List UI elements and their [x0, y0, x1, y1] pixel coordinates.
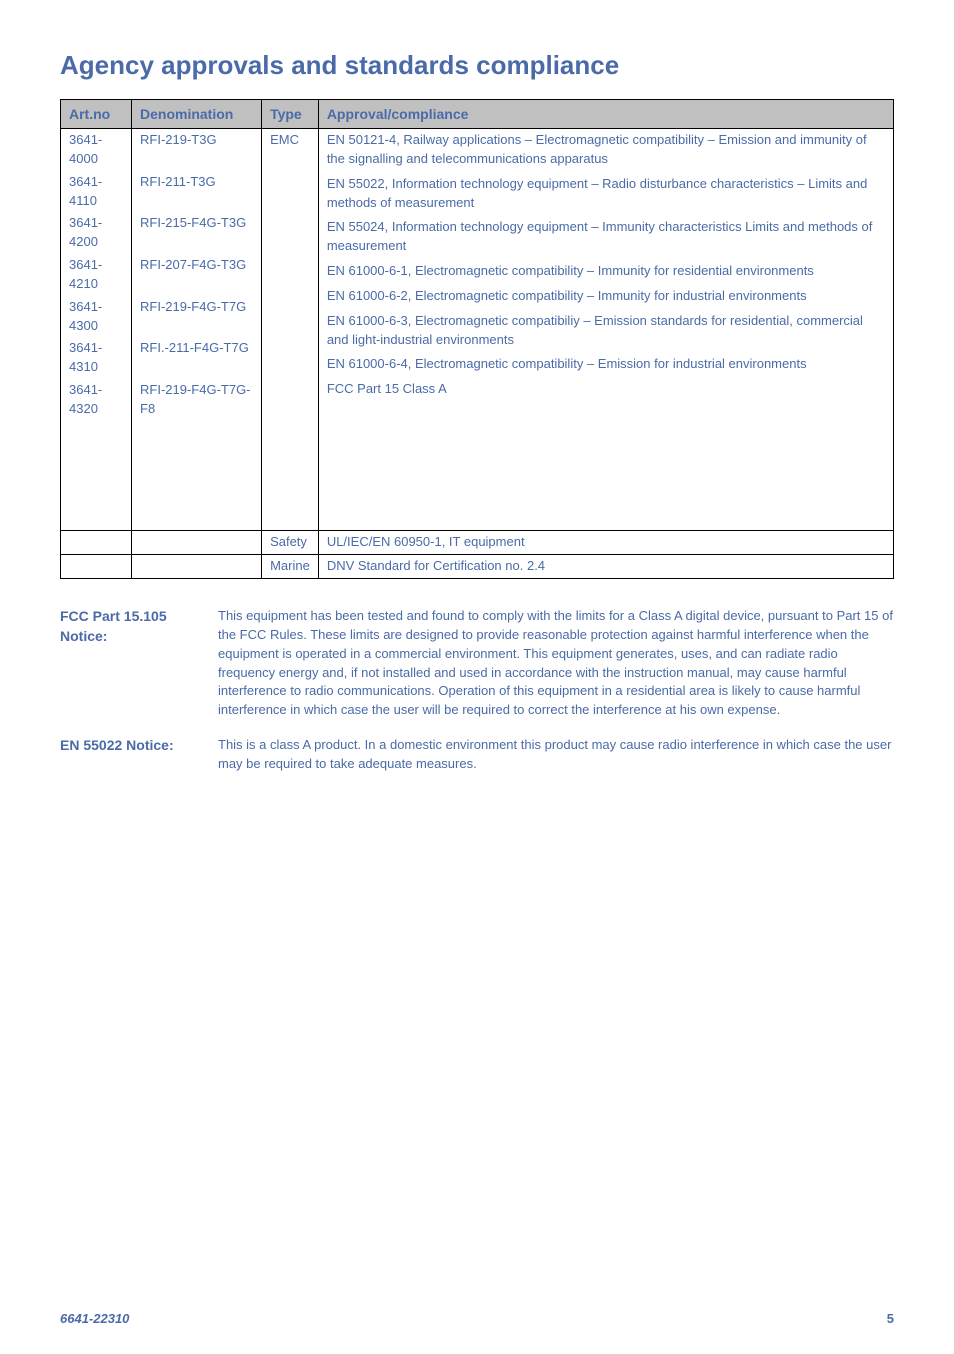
table-header-row: Art.no Denomination Type Approval/compli…	[61, 100, 894, 129]
doc-number: 6641-22310	[60, 1311, 129, 1326]
approval-para: EN 55022, Information technology equipme…	[327, 175, 885, 213]
notice-label: EN 55022 Notice:	[60, 736, 210, 774]
notice-body: This equipment has been tested and found…	[210, 607, 894, 720]
cell-artno-empty	[61, 421, 132, 531]
col-approval: Approval/compliance	[318, 100, 893, 129]
cell-type-marine: Marine	[262, 555, 319, 579]
table-row: Marine DNV Standard for Certification no…	[61, 555, 894, 579]
table-row: Safety UL/IEC/EN 60950-1, IT equipment	[61, 531, 894, 555]
notices-section: FCC Part 15.105 Notice: This equipment h…	[60, 607, 894, 774]
cell-type-emc: EMC	[262, 129, 319, 531]
approvals-table: Art.no Denomination Type Approval/compli…	[60, 99, 894, 579]
cell-denom-empty	[132, 555, 262, 579]
cell-denom: RFI-215-F4G-T3G	[132, 212, 262, 254]
notice-body: This is a class A product. In a domestic…	[210, 736, 894, 774]
cell-denom: RFI-219-F4G-T7G-F8	[132, 379, 262, 421]
cell-denom: RFI-219-T3G	[132, 129, 262, 171]
approval-para: EN 61000-6-3, Electromagnetic compatibil…	[327, 312, 885, 350]
cell-type-safety: Safety	[262, 531, 319, 555]
cell-approval-safety: UL/IEC/EN 60950-1, IT equipment	[318, 531, 893, 555]
table-row: 3641-4000 RFI-219-T3G EMC EN 50121-4, Ra…	[61, 129, 894, 171]
col-denomination: Denomination	[132, 100, 262, 129]
cell-artno: 3641-4310	[61, 337, 132, 379]
cell-denom-empty	[132, 531, 262, 555]
cell-approval-marine: DNV Standard for Certification no. 2.4	[318, 555, 893, 579]
cell-denom-empty	[132, 421, 262, 531]
approval-para: FCC Part 15 Class A	[327, 380, 885, 399]
cell-artno: 3641-4210	[61, 254, 132, 296]
cell-artno: 3641-4320	[61, 379, 132, 421]
cell-artno: 3641-4000	[61, 129, 132, 171]
cell-approval-emc: EN 50121-4, Railway applications – Elect…	[318, 129, 893, 531]
col-artno: Art.no	[61, 100, 132, 129]
col-type: Type	[262, 100, 319, 129]
cell-artno: 3641-4110	[61, 171, 132, 213]
approval-para: EN 50121-4, Railway applications – Elect…	[327, 131, 885, 169]
cell-artno: 3641-4200	[61, 212, 132, 254]
approval-para: EN 61000-6-1, Electromagnetic compatibil…	[327, 262, 885, 281]
notice-label: FCC Part 15.105 Notice:	[60, 607, 210, 720]
notice-en55022: EN 55022 Notice: This is a class A produ…	[60, 736, 894, 774]
cell-denom: RFI-211-T3G	[132, 171, 262, 213]
cell-denom: RFI-219-F4G-T7G	[132, 296, 262, 338]
cell-denom: RFI.-211-F4G-T7G	[132, 337, 262, 379]
page-title: Agency approvals and standards complianc…	[60, 50, 894, 81]
notice-fcc: FCC Part 15.105 Notice: This equipment h…	[60, 607, 894, 720]
page-number: 5	[887, 1311, 894, 1326]
cell-artno-empty	[61, 531, 132, 555]
page-footer: 6641-22310 5	[60, 1311, 894, 1326]
cell-artno: 3641-4300	[61, 296, 132, 338]
approval-para: EN 61000-6-4, Electromagnetic compatibil…	[327, 355, 885, 374]
cell-denom: RFI-207-F4G-T3G	[132, 254, 262, 296]
approval-para: EN 61000-6-2, Electromagnetic compatibil…	[327, 287, 885, 306]
cell-artno-empty	[61, 555, 132, 579]
approval-para: EN 55024, Information technology equipme…	[327, 218, 885, 256]
